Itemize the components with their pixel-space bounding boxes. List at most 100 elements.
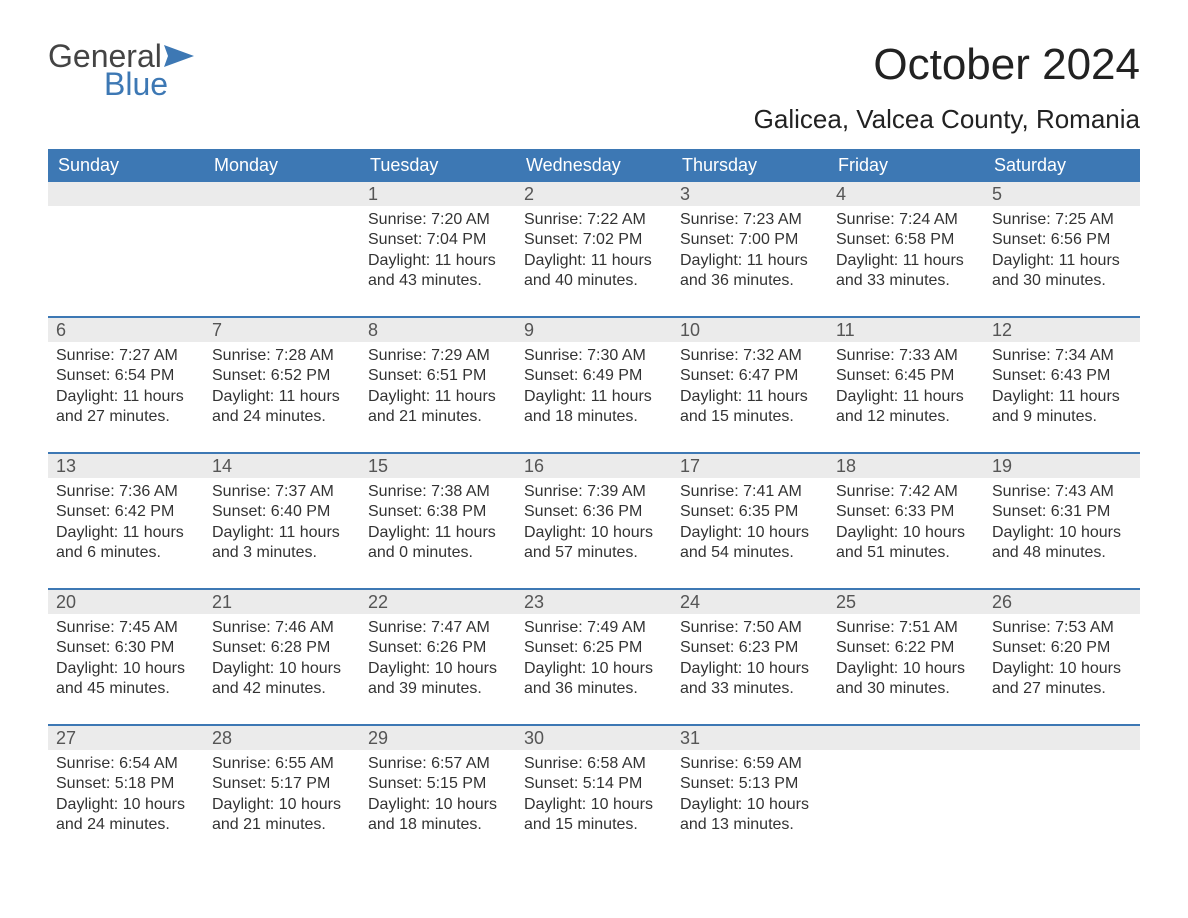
- calendar-day: 25Sunrise: 7:51 AMSunset: 6:22 PMDayligh…: [828, 590, 984, 708]
- daylight-line-2: and 3 minutes.: [212, 543, 352, 563]
- daylight-line-1: Daylight: 11 hours: [992, 251, 1132, 271]
- sunset-line: Sunset: 7:02 PM: [524, 230, 664, 250]
- sunset-line: Sunset: 6:35 PM: [680, 502, 820, 522]
- daylight-line-1: Daylight: 10 hours: [992, 523, 1132, 543]
- calendar-week: 6Sunrise: 7:27 AMSunset: 6:54 PMDaylight…: [48, 316, 1140, 436]
- day-number: 29: [360, 726, 516, 750]
- sunrise-line: Sunrise: 7:51 AM: [836, 618, 976, 638]
- day-body: Sunrise: 6:55 AMSunset: 5:17 PMDaylight:…: [204, 750, 360, 836]
- col-friday: Friday: [828, 149, 984, 182]
- day-number: 9: [516, 318, 672, 342]
- daylight-line-2: and 15 minutes.: [524, 815, 664, 835]
- daylight-line-1: Daylight: 11 hours: [836, 387, 976, 407]
- sunrise-line: Sunrise: 7:42 AM: [836, 482, 976, 502]
- daylight-line-1: Daylight: 10 hours: [680, 523, 820, 543]
- sunset-line: Sunset: 5:14 PM: [524, 774, 664, 794]
- day-body: Sunrise: 7:25 AMSunset: 6:56 PMDaylight:…: [984, 206, 1140, 292]
- daylight-line-2: and 30 minutes.: [836, 679, 976, 699]
- calendar-day: 31Sunrise: 6:59 AMSunset: 5:13 PMDayligh…: [672, 726, 828, 844]
- daylight-line-1: Daylight: 10 hours: [680, 795, 820, 815]
- sunset-line: Sunset: 5:17 PM: [212, 774, 352, 794]
- sunrise-line: Sunrise: 7:28 AM: [212, 346, 352, 366]
- sunset-line: Sunset: 7:00 PM: [680, 230, 820, 250]
- day-body: Sunrise: 6:58 AMSunset: 5:14 PMDaylight:…: [516, 750, 672, 836]
- daylight-line-1: Daylight: 10 hours: [212, 795, 352, 815]
- calendar-day: 4Sunrise: 7:24 AMSunset: 6:58 PMDaylight…: [828, 182, 984, 300]
- sunset-line: Sunset: 5:15 PM: [368, 774, 508, 794]
- calendar-day: 16Sunrise: 7:39 AMSunset: 6:36 PMDayligh…: [516, 454, 672, 572]
- col-monday: Monday: [204, 149, 360, 182]
- sunset-line: Sunset: 6:42 PM: [56, 502, 196, 522]
- sunset-line: Sunset: 6:56 PM: [992, 230, 1132, 250]
- day-body: Sunrise: 7:20 AMSunset: 7:04 PMDaylight:…: [360, 206, 516, 292]
- day-body: [48, 206, 204, 210]
- col-tuesday: Tuesday: [360, 149, 516, 182]
- calendar-day: 7 Sunrise: 7:28 AMSunset: 6:52 PMDaylight…: [204, 318, 360, 436]
- calendar-week: 27Sunrise: 6:54 AMSunset: 5:18 PMDayligh…: [48, 724, 1140, 844]
- day-body: Sunrise: 6:59 AMSunset: 5:13 PMDaylight:…: [672, 750, 828, 836]
- day-body: Sunrise: 7:23 AMSunset: 7:00 PMDaylight:…: [672, 206, 828, 292]
- day-body: Sunrise: 7:46 AMSunset: 6:28 PMDaylight:…: [204, 614, 360, 700]
- calendar-week: 13Sunrise: 7:36 AMSunset: 6:42 PMDayligh…: [48, 452, 1140, 572]
- daylight-line-2: and 30 minutes.: [992, 271, 1132, 291]
- sunset-line: Sunset: 6:23 PM: [680, 638, 820, 658]
- calendar-day: 11Sunrise: 7:33 AMSunset: 6:45 PMDayligh…: [828, 318, 984, 436]
- daylight-line-1: Daylight: 10 hours: [836, 523, 976, 543]
- daylight-line-1: Daylight: 10 hours: [368, 659, 508, 679]
- daylight-line-1: Daylight: 10 hours: [56, 795, 196, 815]
- day-body: [984, 750, 1140, 754]
- daylight-line-2: and 27 minutes.: [992, 679, 1132, 699]
- col-sunday: Sunday: [48, 149, 204, 182]
- sunrise-line: Sunrise: 7:38 AM: [368, 482, 508, 502]
- calendar-day: 12Sunrise: 7:34 AMSunset: 6:43 PMDayligh…: [984, 318, 1140, 436]
- day-number: 21: [204, 590, 360, 614]
- day-number: 12: [984, 318, 1140, 342]
- calendar-day: 1Sunrise: 7:20 AMSunset: 7:04 PMDaylight…: [360, 182, 516, 300]
- day-body: [828, 750, 984, 754]
- sunset-line: Sunset: 6:51 PM: [368, 366, 508, 386]
- sunrise-line: Sunrise: 7:34 AM: [992, 346, 1132, 366]
- sunrise-line: Sunrise: 6:59 AM: [680, 754, 820, 774]
- day-body: Sunrise: 6:57 AMSunset: 5:15 PMDaylight:…: [360, 750, 516, 836]
- sunrise-line: Sunrise: 7:47 AM: [368, 618, 508, 638]
- sunrise-line: Sunrise: 7:25 AM: [992, 210, 1132, 230]
- daylight-line-1: Daylight: 10 hours: [680, 659, 820, 679]
- day-body: Sunrise: 7:38 AMSunset: 6:38 PMDaylight:…: [360, 478, 516, 564]
- daylight-line-1: Daylight: 11 hours: [212, 387, 352, 407]
- day-number: 25: [828, 590, 984, 614]
- day-number: 2: [516, 182, 672, 206]
- calendar-day: [204, 182, 360, 300]
- daylight-line-1: Daylight: 11 hours: [524, 387, 664, 407]
- col-saturday: Saturday: [984, 149, 1140, 182]
- daylight-line-2: and 39 minutes.: [368, 679, 508, 699]
- daylight-line-2: and 24 minutes.: [56, 815, 196, 835]
- daylight-line-2: and 6 minutes.: [56, 543, 196, 563]
- daylight-line-1: Daylight: 10 hours: [56, 659, 196, 679]
- day-body: Sunrise: 7:39 AMSunset: 6:36 PMDaylight:…: [516, 478, 672, 564]
- daylight-line-2: and 45 minutes.: [56, 679, 196, 699]
- day-number: 27: [48, 726, 204, 750]
- day-number: 1: [360, 182, 516, 206]
- daylight-line-1: Daylight: 10 hours: [836, 659, 976, 679]
- sunrise-line: Sunrise: 7:37 AM: [212, 482, 352, 502]
- calendar-day: 5Sunrise: 7:25 AMSunset: 6:56 PMDaylight…: [984, 182, 1140, 300]
- day-number: 24: [672, 590, 828, 614]
- day-number: 26: [984, 590, 1140, 614]
- calendar-week: 20Sunrise: 7:45 AMSunset: 6:30 PMDayligh…: [48, 588, 1140, 708]
- daylight-line-1: Daylight: 10 hours: [212, 659, 352, 679]
- day-number: 30: [516, 726, 672, 750]
- sunset-line: Sunset: 6:52 PM: [212, 366, 352, 386]
- sunset-line: Sunset: 6:40 PM: [212, 502, 352, 522]
- daylight-line-1: Daylight: 10 hours: [992, 659, 1132, 679]
- day-number: [48, 182, 204, 206]
- day-number: 7: [204, 318, 360, 342]
- daylight-line-1: Daylight: 10 hours: [524, 795, 664, 815]
- day-number: 5: [984, 182, 1140, 206]
- daylight-line-2: and 0 minutes.: [368, 543, 508, 563]
- day-body: Sunrise: 7:37 AMSunset: 6:40 PMDaylight:…: [204, 478, 360, 564]
- day-number: 14: [204, 454, 360, 478]
- sunrise-line: Sunrise: 6:57 AM: [368, 754, 508, 774]
- day-body: Sunrise: 7:47 AMSunset: 6:26 PMDaylight:…: [360, 614, 516, 700]
- daylight-line-2: and 12 minutes.: [836, 407, 976, 427]
- daylight-line-2: and 42 minutes.: [212, 679, 352, 699]
